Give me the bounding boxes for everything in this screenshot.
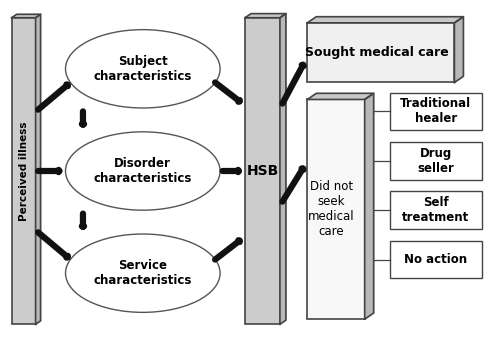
Polygon shape — [36, 14, 41, 324]
Bar — [390, 241, 482, 278]
Text: Disorder
characteristics: Disorder characteristics — [94, 157, 192, 185]
Polygon shape — [364, 93, 374, 319]
Text: HSB: HSB — [246, 164, 278, 178]
Ellipse shape — [66, 30, 220, 108]
Bar — [308, 23, 454, 82]
Polygon shape — [12, 14, 40, 18]
Bar — [308, 100, 364, 319]
Text: Perceived illness: Perceived illness — [18, 121, 28, 221]
Polygon shape — [308, 17, 464, 23]
Text: Service
characteristics: Service characteristics — [94, 259, 192, 287]
Bar — [390, 192, 482, 229]
Text: Sought medical care: Sought medical care — [304, 46, 448, 59]
Text: Self
treatment: Self treatment — [402, 196, 469, 224]
Text: Drug
seller: Drug seller — [418, 147, 454, 175]
Bar — [390, 93, 482, 130]
Ellipse shape — [66, 132, 220, 210]
Text: Subject
characteristics: Subject characteristics — [94, 55, 192, 83]
Text: No action: No action — [404, 253, 468, 266]
Bar — [245, 18, 280, 324]
Text: Traditional
healer: Traditional healer — [400, 97, 471, 126]
Polygon shape — [308, 93, 374, 100]
Bar — [390, 142, 482, 180]
Text: Did not
seek
medical
care: Did not seek medical care — [308, 180, 355, 238]
Polygon shape — [245, 14, 286, 18]
Polygon shape — [280, 14, 286, 324]
Bar — [12, 18, 36, 324]
Polygon shape — [454, 17, 464, 82]
Ellipse shape — [66, 234, 220, 312]
